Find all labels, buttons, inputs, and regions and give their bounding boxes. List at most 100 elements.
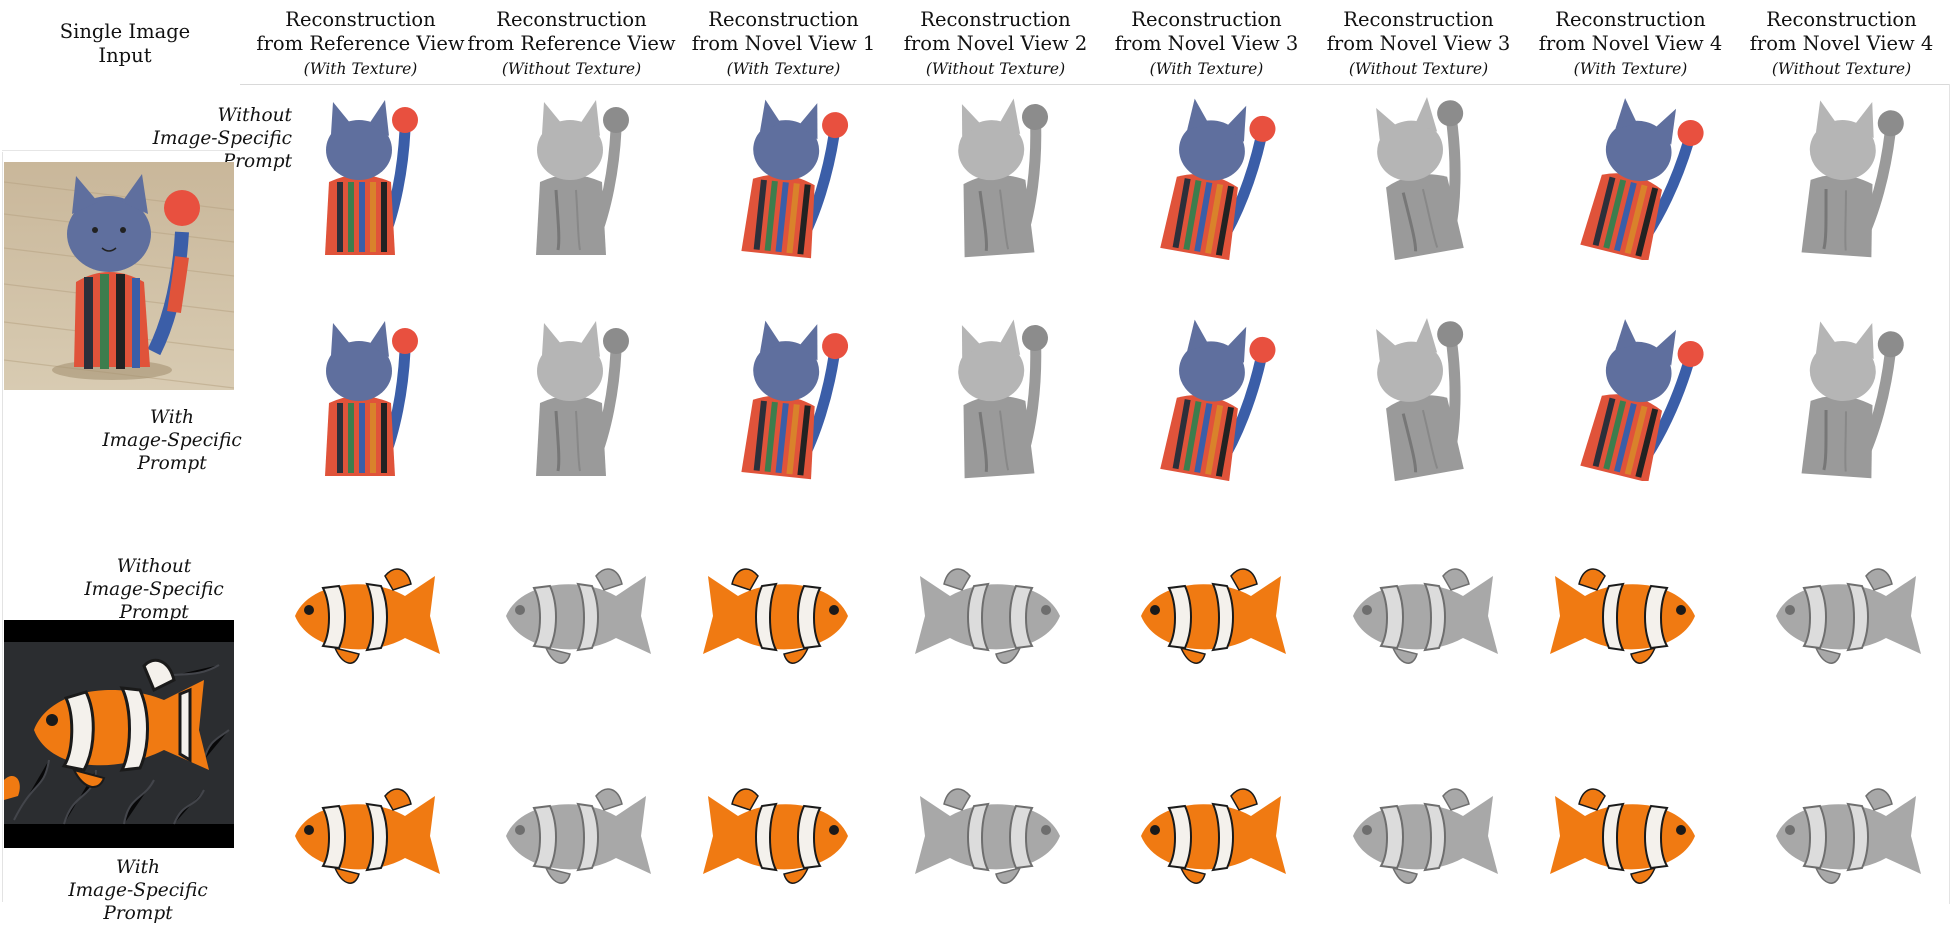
row-label-line1: Without: [116, 556, 192, 577]
row-label-line2: Image-Specific Prompt: [68, 880, 208, 924]
column-header-4: Reconstruction from Novel View 2 (Without …: [890, 8, 1101, 79]
reconstruction-cat-row2-col8: [1736, 311, 1947, 481]
reconstruction-cat-row2-col6: [1313, 311, 1524, 481]
column-header-line1: Reconstruction: [920, 8, 1071, 31]
clownfish-render-image: [703, 788, 848, 884]
column-header-line1: Reconstruction: [285, 8, 436, 31]
cat-render-image: [1160, 98, 1276, 260]
column-header-3: Reconstruction from Novel View 1 (With Tex…: [678, 8, 889, 79]
column-header-8: Reconstruction from Novel View 4 (Without …: [1736, 8, 1947, 79]
clownfish-render-image: [1776, 568, 1921, 664]
input-photo-clownfish: [4, 620, 234, 848]
cat-render-image: [1160, 319, 1276, 481]
cat-render-image: [1580, 319, 1704, 481]
reconstruction-clownfish-row3-col6: [1313, 526, 1524, 696]
clownfish-render-image: [1776, 788, 1921, 884]
reconstruction-clownfish-row4-col6: [1313, 746, 1524, 916]
grid-right-rule: [1949, 84, 1950, 904]
cat-render-image: [536, 100, 629, 255]
reconstruction-clownfish-row3-col1: [255, 526, 466, 696]
column-header-texture-note: (With Texture): [726, 60, 841, 78]
column-header-line2: from Reference View: [256, 32, 465, 55]
reconstruction-cat-row1-col1: [255, 90, 466, 260]
reconstruction-cat-row2-col1: [255, 311, 466, 481]
row-label-line1: With: [116, 857, 160, 878]
cat-render-image: [1801, 100, 1904, 258]
input-header-line2: Input: [98, 44, 152, 67]
row-label-line1: Without: [217, 105, 292, 126]
clownfish-render-image: [1353, 568, 1498, 664]
column-header-texture-note: (Without Texture): [1771, 60, 1912, 78]
reconstruction-cat-row1-col3: [678, 90, 889, 260]
column-header-texture-note: (Without Texture): [925, 60, 1066, 78]
reconstruction-clownfish-row3-col3: [678, 526, 889, 696]
clownfish-render-image: [915, 568, 1060, 664]
reconstruction-cat-row2-col3: [678, 311, 889, 481]
column-header-line1: Reconstruction: [1343, 8, 1494, 31]
row-label-fish-without: Without Image-Specific Prompt: [54, 555, 254, 624]
reconstruction-clownfish-row3-col4: [890, 526, 1101, 696]
cat-render-image: [958, 98, 1049, 258]
reconstruction-clownfish-row3-col7: [1525, 526, 1736, 696]
row-label-cat-without: Without Image-Specific Prompt: [90, 104, 292, 173]
column-header-6: Reconstruction from Novel View 3 (Without …: [1313, 8, 1524, 79]
column-header-texture-note: (With Texture): [1573, 60, 1688, 78]
input-photo-cat: [4, 162, 234, 390]
column-header-line1: Reconstruction: [1555, 8, 1706, 31]
reconstruction-clownfish-row4-col4: [890, 746, 1101, 916]
column-header-5: Reconstruction from Novel View 3 (With Tex…: [1101, 8, 1312, 79]
column-header-line1: Reconstruction: [1766, 8, 1917, 31]
cat-render-image: [1376, 318, 1464, 481]
column-header-line2: from Novel View 3: [1114, 32, 1299, 55]
reconstruction-clownfish-row3-col8: [1736, 526, 1947, 696]
input-header-line1: Single Image: [59, 20, 191, 43]
row-label-line1: With: [150, 407, 194, 428]
cat-render-image: [325, 321, 418, 476]
cat-render-image: [1580, 98, 1704, 260]
column-header-line2: from Reference View: [467, 32, 676, 55]
reconstruction-clownfish-row4-col7: [1525, 746, 1736, 916]
row-label-fish-with: With Image-Specific Prompt: [38, 856, 238, 925]
clownfish-render-image: [703, 568, 848, 664]
clownfish-render-image: [1353, 788, 1498, 884]
reconstruction-cat-row1-col5: [1101, 90, 1312, 260]
reconstruction-cat-row2-col7: [1525, 311, 1736, 481]
column-header-2: Reconstruction from Reference View (Withou…: [466, 8, 677, 79]
column-header-texture-note: (With Texture): [1149, 60, 1264, 78]
row-label-line2: Image-Specific Prompt: [84, 579, 224, 623]
clownfish-render-image: [1141, 568, 1286, 664]
column-header-line2: from Novel View 1: [691, 32, 876, 55]
clownfish-render-image: [1550, 788, 1695, 884]
reconstruction-clownfish-row4-col1: [255, 746, 466, 916]
clownfish-photo-image: [4, 620, 234, 848]
cat-render-image: [741, 320, 849, 480]
clownfish-render-image: [506, 568, 651, 664]
row-label-line2: Image-Specific Prompt: [102, 430, 242, 474]
reconstruction-cat-row1-col4: [890, 90, 1101, 260]
reconstruction-clownfish-row4-col3: [678, 746, 889, 916]
cat-render-image: [325, 100, 418, 255]
row-label-line2: Image-Specific Prompt: [152, 128, 292, 172]
column-header-texture-note: (With Texture): [303, 60, 418, 78]
cat-render-image: [1376, 97, 1464, 260]
column-header-7: Reconstruction from Novel View 4 (With Tex…: [1525, 8, 1736, 79]
clownfish-render-image: [915, 788, 1060, 884]
reconstruction-cat-row1-col2: [466, 90, 677, 260]
reconstruction-cat-row1-col7: [1525, 90, 1736, 260]
column-header-1: Reconstruction from Reference View (With T…: [255, 8, 466, 79]
clownfish-render-image: [1550, 568, 1695, 664]
label-divider-rule: [2, 150, 240, 151]
column-header-line1: Reconstruction: [1131, 8, 1282, 31]
reconstruction-cat-row1-col6: [1313, 90, 1524, 260]
cat-render-image: [958, 319, 1049, 479]
cat-render-image: [741, 99, 849, 259]
reconstruction-clownfish-row4-col5: [1101, 746, 1312, 916]
clownfish-render-image: [295, 568, 440, 664]
column-header-texture-note: (Without Texture): [1348, 60, 1489, 78]
cat-render-image: [536, 321, 629, 476]
reconstruction-clownfish-row3-col5: [1101, 526, 1312, 696]
reconstruction-cat-row2-col4: [890, 311, 1101, 481]
reconstruction-clownfish-row4-col2: [466, 746, 677, 916]
row-label-cat-with: With Image-Specific Prompt: [72, 406, 272, 475]
clownfish-render-image: [1141, 788, 1286, 884]
